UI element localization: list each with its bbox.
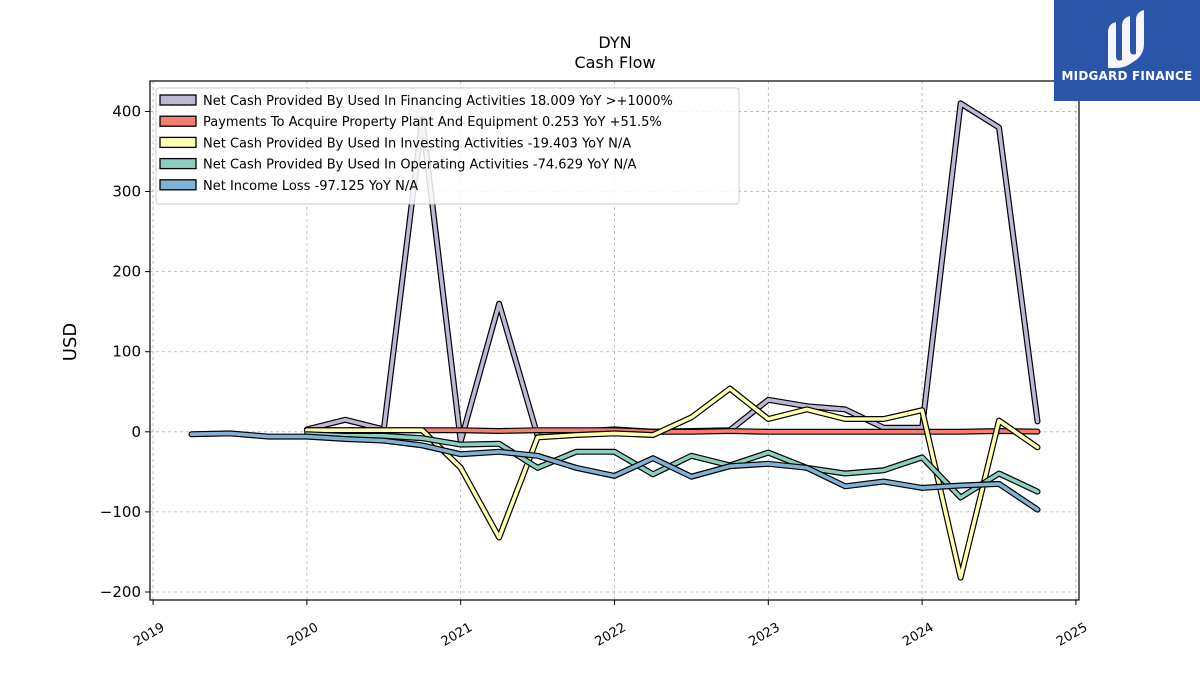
legend-box xyxy=(155,87,740,205)
legend-entry-label: Net Cash Provided By Used In Operating A… xyxy=(203,158,637,173)
legend-swatch xyxy=(159,136,197,149)
chart-subtitle: Cash Flow xyxy=(574,53,655,72)
x-axis-ticks: 2019 2020 2021 2022 2023 2024 2025 xyxy=(131,600,1090,650)
chart-title-group: DYN Cash Flow xyxy=(574,33,655,72)
logo-text: MIDGARD FINANCE xyxy=(1061,69,1193,83)
x-tick-label: 2020 xyxy=(285,620,321,650)
x-tick-label: 2021 xyxy=(439,620,475,650)
series-3 xyxy=(303,385,1041,581)
legend-entry-label: Payments To Acquire Property Plant And E… xyxy=(203,115,662,130)
series-2 xyxy=(303,427,1041,435)
series-line xyxy=(305,428,1040,434)
legend: Net Cash Provided By Used In Financing A… xyxy=(155,87,740,205)
series-lines xyxy=(188,100,1041,581)
series-5 xyxy=(188,430,1041,513)
x-tick-label: 2024 xyxy=(900,620,936,650)
chart-title: DYN xyxy=(598,33,631,52)
y-tick-label: 400 xyxy=(112,102,141,120)
logo-mark-icon xyxy=(1108,10,1144,68)
legend-swatch xyxy=(159,94,197,106)
y-tick-label: −200 xyxy=(100,583,141,601)
series-line xyxy=(305,386,1040,580)
y-tick-label: −100 xyxy=(100,503,141,521)
x-tick-label: 2025 xyxy=(1054,620,1090,650)
y-axis-label: USD xyxy=(60,323,81,361)
y-tick-label: 300 xyxy=(112,183,141,201)
y-tick-label: 200 xyxy=(112,263,141,281)
legend-entry-label: Net Income Loss -97.125 YoY N/A xyxy=(203,179,418,194)
y-tick-label: 100 xyxy=(112,343,141,361)
legend-entry-label: Net Cash Provided By Used In Financing A… xyxy=(203,94,673,109)
x-tick-label: 2019 xyxy=(131,620,167,650)
legend-entry-label: Net Cash Provided By Used In Investing A… xyxy=(203,136,631,151)
series-line xyxy=(189,431,1040,512)
x-tick-label: 2023 xyxy=(746,620,782,650)
legend-swatch xyxy=(159,179,197,191)
plot-frame xyxy=(149,80,1080,601)
y-tick-label: 0 xyxy=(131,423,141,441)
legend-swatch xyxy=(159,157,197,170)
brand-logo: MIDGARD FINANCE xyxy=(1054,0,1200,101)
x-tick-label: 2022 xyxy=(593,620,629,650)
y-axis-ticks: −200 −100 0 100 200 300 400 xyxy=(100,102,150,601)
series-line-outline xyxy=(303,385,1041,581)
legend-swatch xyxy=(159,115,197,127)
